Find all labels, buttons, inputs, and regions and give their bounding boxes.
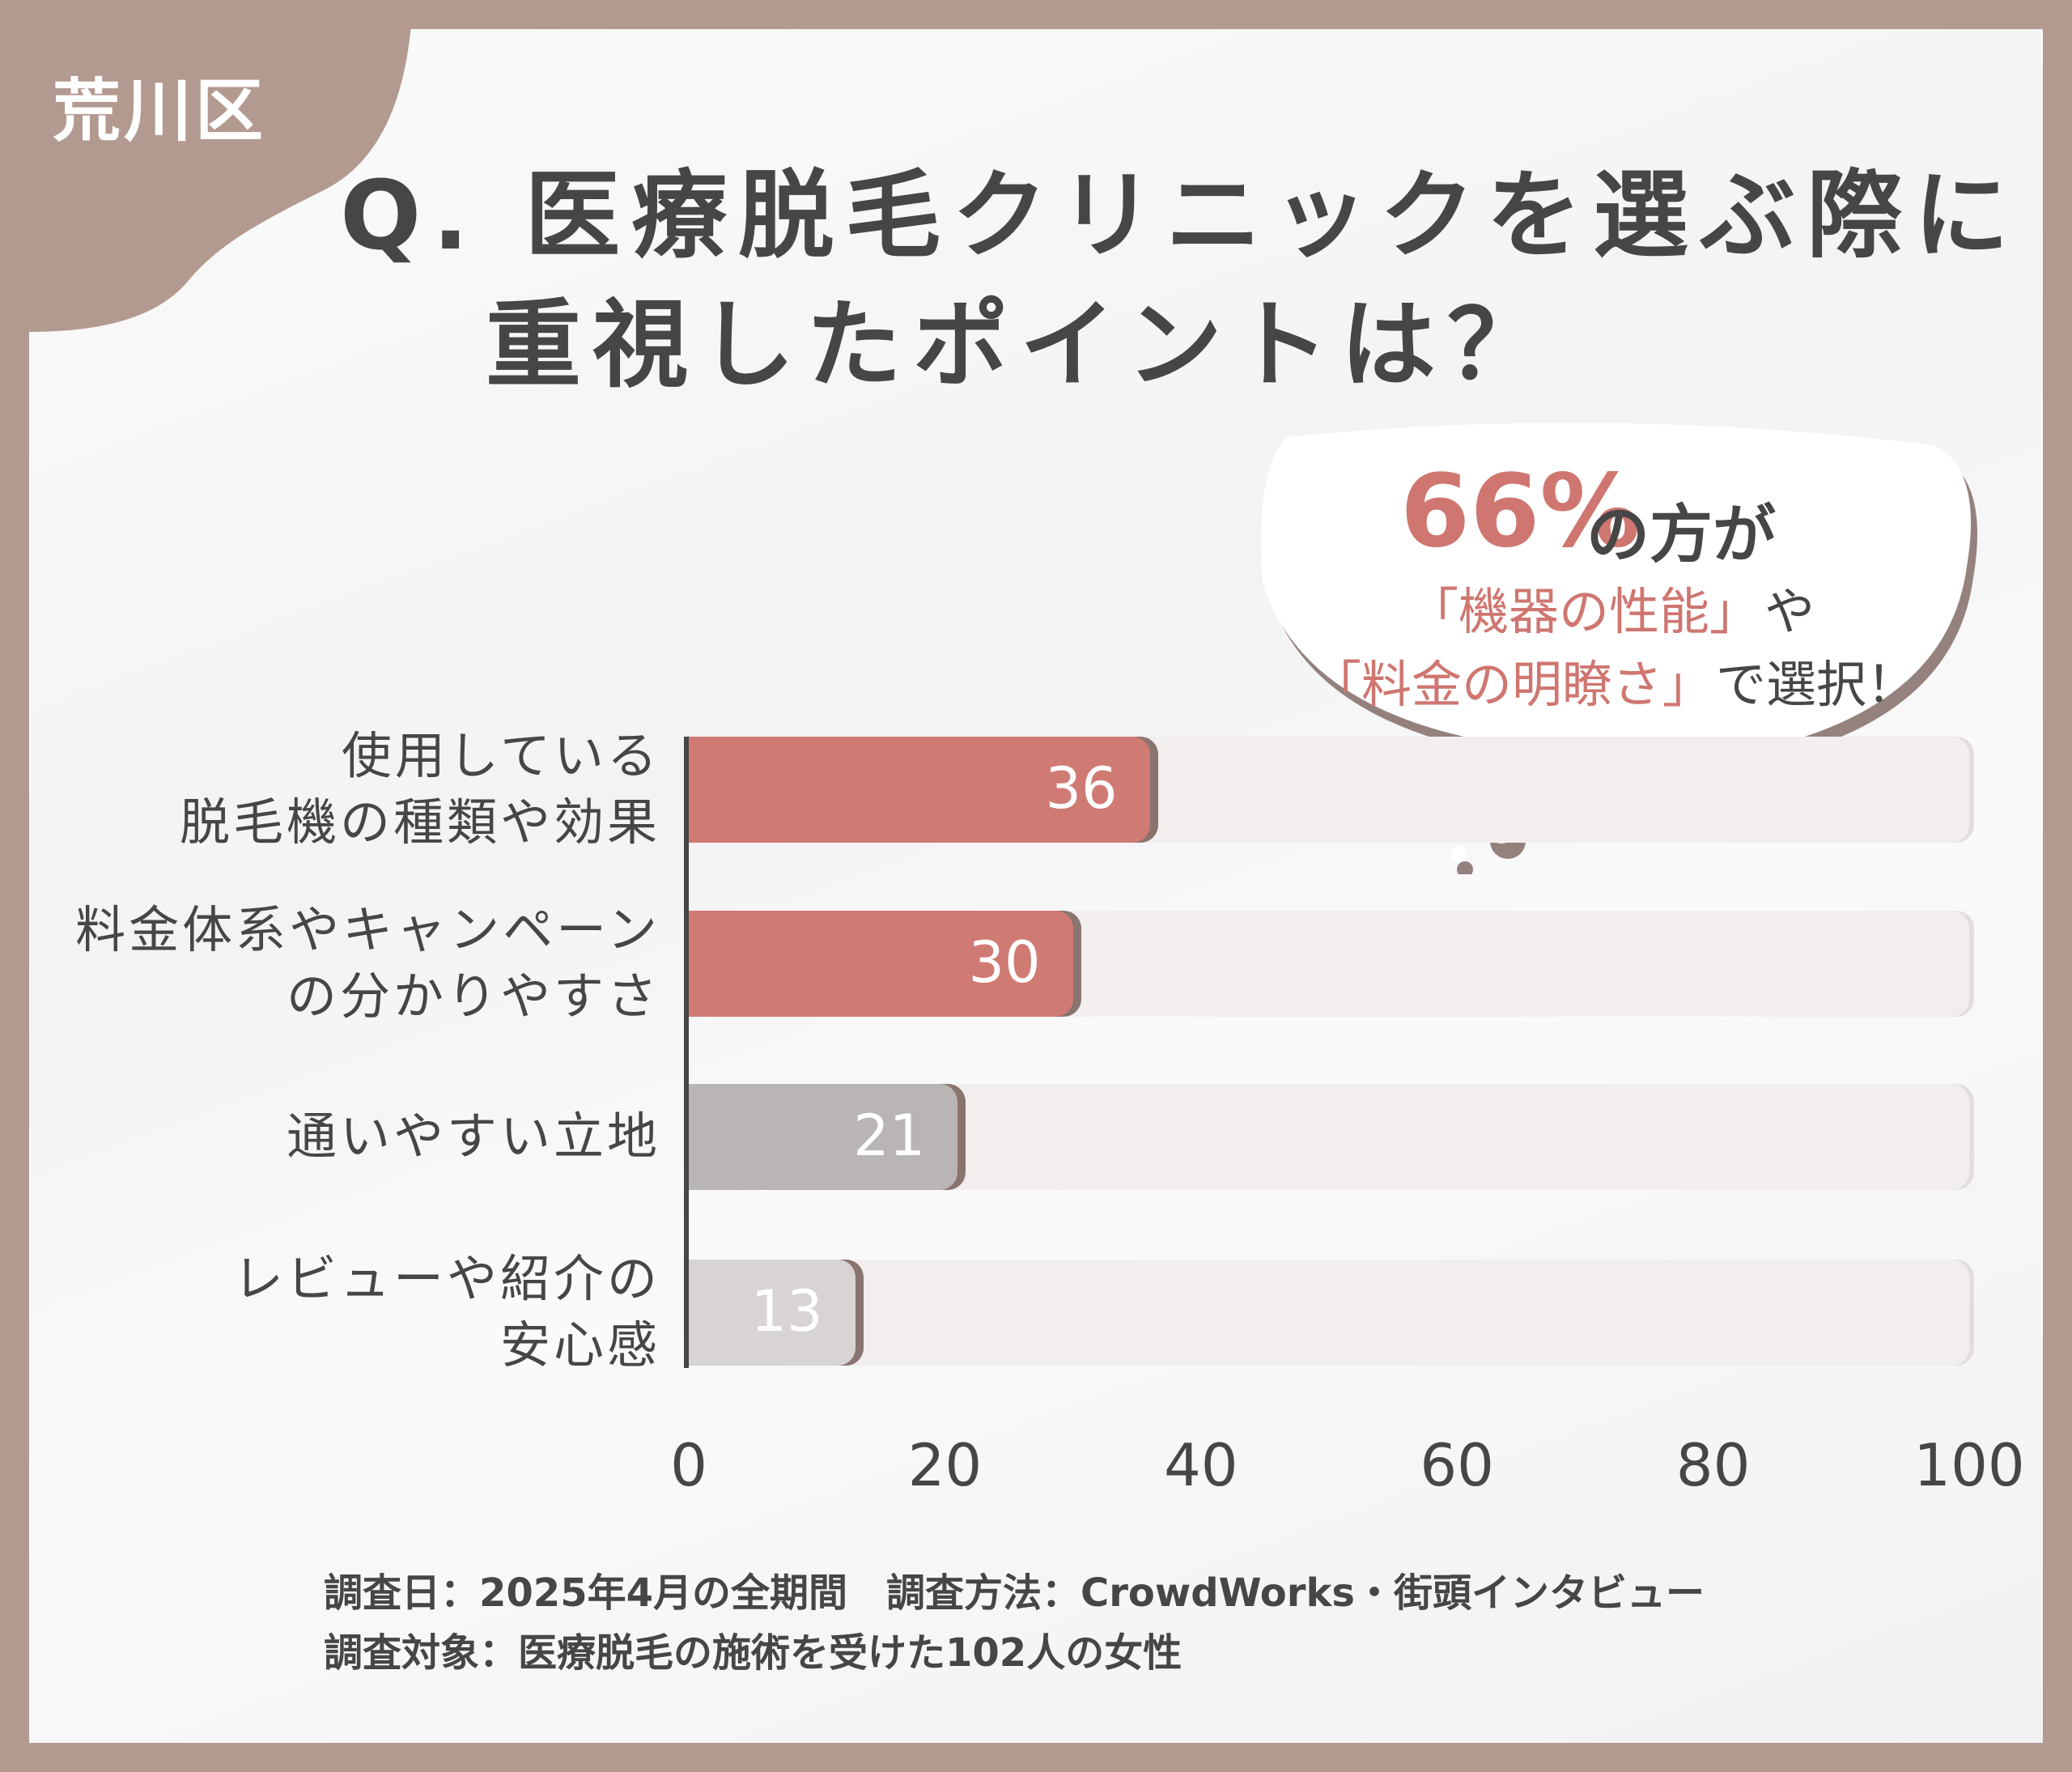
category-label-line: の分かりやすさ (286, 967, 660, 1026)
corner-tab (0, 0, 413, 332)
callout-percent: 66% (1400, 453, 1641, 570)
category-label: 使用している脱毛機の種類や効果 (180, 723, 660, 856)
category-label-line: 使用している (341, 726, 660, 785)
category-label-line: 脱毛機の種類や効果 (179, 793, 660, 852)
bar-4 (689, 1259, 856, 1366)
footnote-line-2: 調査対象：医療脱毛の施術を受けた102人の女性 (324, 1630, 1182, 1676)
category-label-line: 通いやすい立地 (286, 1107, 660, 1166)
category-label-line: レビューや紹介の (232, 1249, 660, 1308)
x-tick-label: 100 (1913, 1431, 2025, 1499)
bar-1 (689, 736, 1150, 843)
bar-value-label: 30 (968, 929, 1041, 996)
callout-highlight-2: 「料金の明瞭さ」 (1311, 655, 1713, 714)
category-label: 通いやすい立地 (287, 1103, 660, 1170)
y-axis-line (684, 737, 689, 1368)
x-tick-label: 80 (1675, 1431, 1751, 1499)
bar-value-label: 21 (853, 1103, 926, 1169)
callout-line1: の方が (1586, 499, 1777, 572)
bar-value-label: 36 (1045, 755, 1118, 822)
bar-2 (689, 910, 1073, 1017)
category-label-line: 安心感 (499, 1315, 660, 1375)
x-tick-label: 0 (670, 1431, 707, 1499)
category-label: 料金体系やキャンペーンの分かりやすさ (75, 897, 660, 1030)
callout-line2: や (1764, 582, 1815, 641)
x-tick-label: 40 (1163, 1431, 1238, 1499)
x-tick-label: 60 (1420, 1431, 1494, 1499)
title-line-1: Q. 医療脱毛クリニックを選ぶ際に (340, 159, 2021, 271)
area-label: 荒川区 (53, 71, 267, 151)
x-tick-label: 20 (907, 1431, 983, 1499)
title-line-2: 重視したポイントは？ (486, 289, 1555, 401)
category-label-line: 料金体系やキャンペーン (75, 900, 660, 959)
card (29, 29, 2043, 1743)
callout-highlight-1: 「機器の性能」 (1408, 582, 1760, 641)
category-label: レビューや紹介の安心感 (233, 1246, 660, 1379)
footnote-line-1: 調査日：2025年4月の全期間 調査方法：CrowdWorks・街頭インタビュー (324, 1570, 1705, 1616)
bar-track (689, 1259, 1969, 1366)
callout-line3: で選択！ (1716, 655, 1917, 714)
bar-3 (689, 1083, 958, 1190)
bar-value-label: 13 (750, 1278, 823, 1345)
